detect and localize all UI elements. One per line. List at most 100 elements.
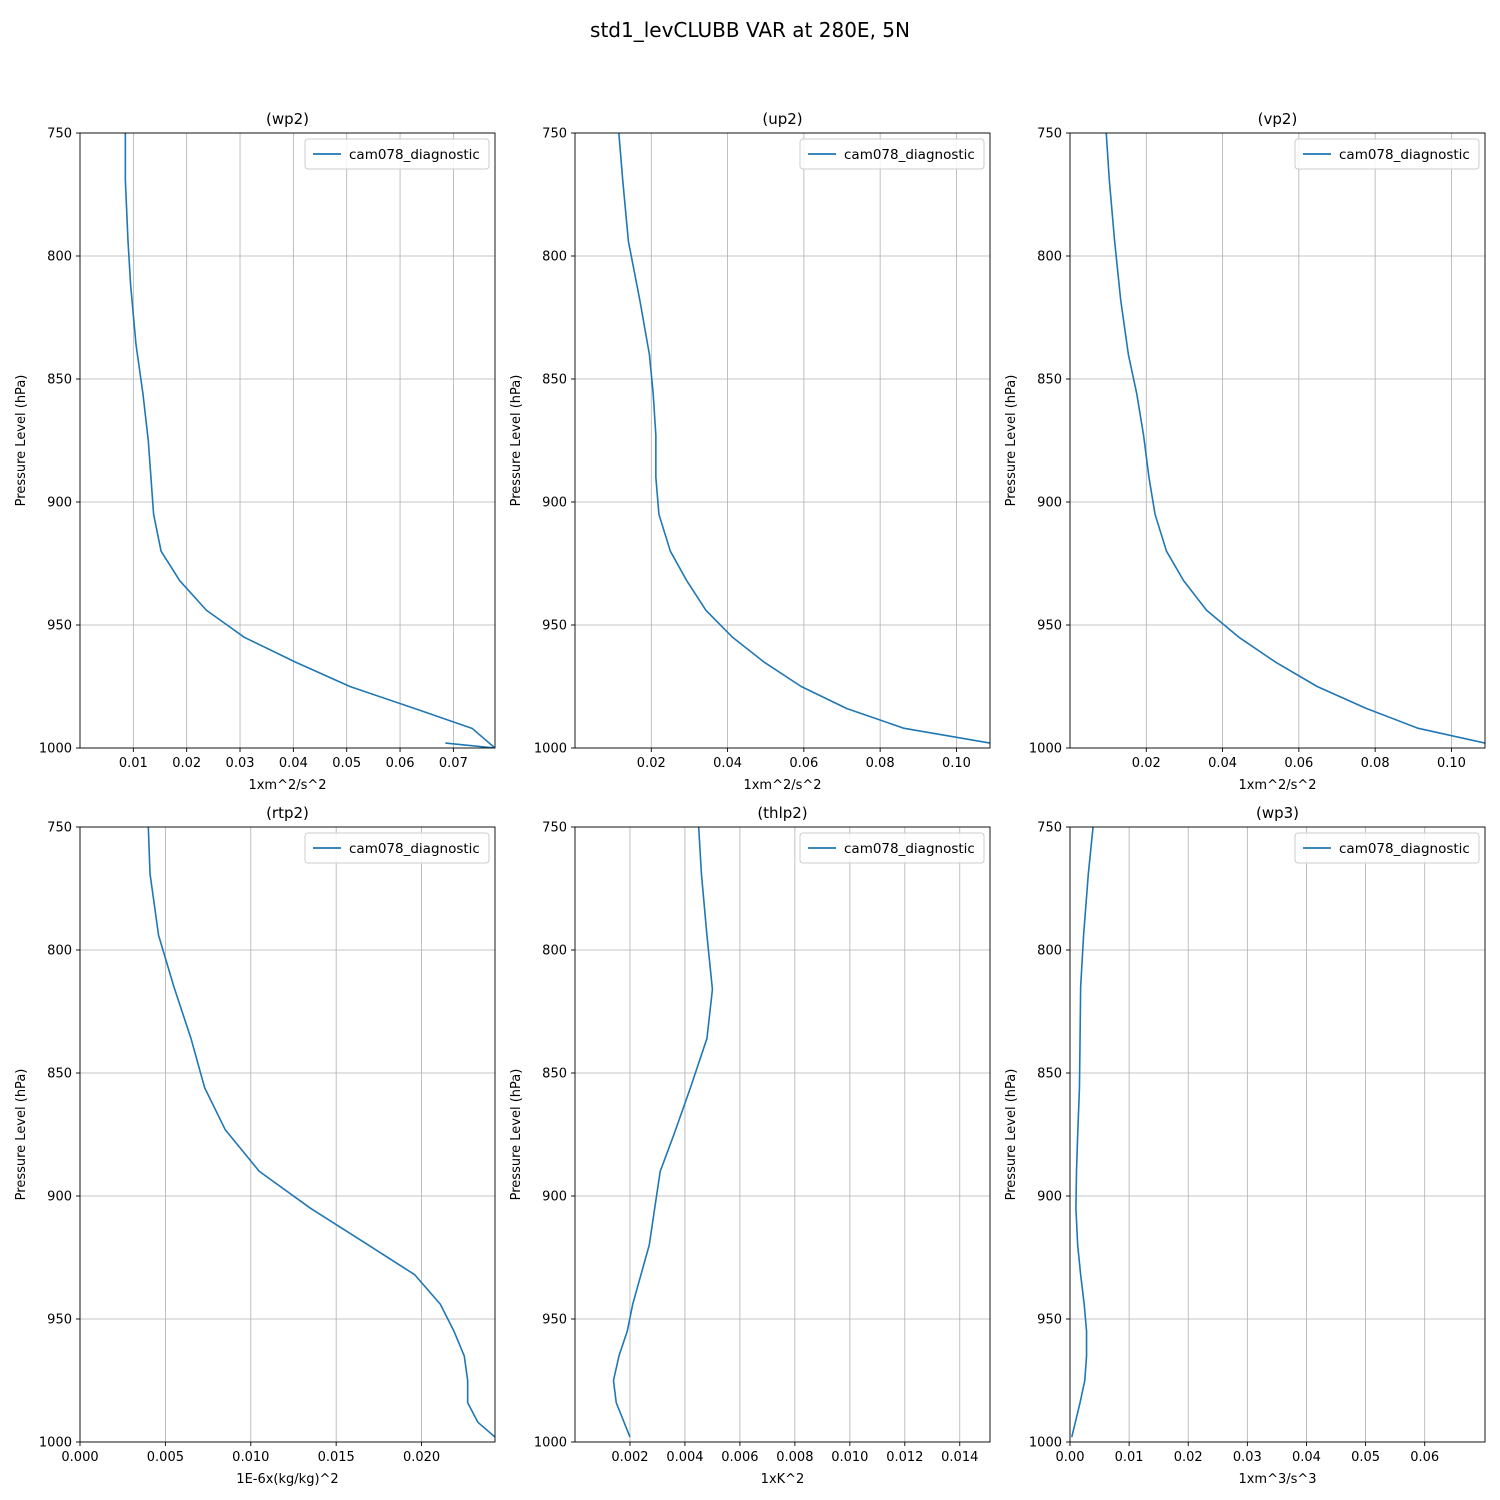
y-tick-label: 950 [542,619,567,634]
y-axis-label: Pressure Level (hPa) [509,1069,524,1201]
x-tick-label: 0.00 [1056,1450,1085,1465]
y-tick-label: 850 [542,1067,567,1082]
y-tick-label: 800 [1037,250,1062,265]
x-tick-label: 0.03 [226,756,255,771]
y-tick-label: 1000 [1029,1436,1062,1451]
legend-entry-label: cam078_diagnostic [1339,841,1470,857]
panel-title: (thlp2) [757,804,807,822]
y-tick-label: 800 [542,944,567,959]
x-axis-label: 1xm^3/s^3 [1238,1472,1316,1487]
y-tick-label: 950 [47,619,72,634]
x-tick-label: 0.06 [386,756,415,771]
x-tick-label: 0.08 [866,756,895,771]
y-tick-label: 1000 [39,1436,72,1451]
legend-entry-label: cam078_diagnostic [844,147,975,163]
x-tick-label: 0.006 [721,1450,758,1465]
y-tick-label: 750 [47,821,72,836]
legend: cam078_diagnostic [1294,138,1480,170]
legend: cam078_diagnostic [799,832,985,864]
y-tick-label: 800 [1037,944,1062,959]
y-tick-label: 750 [1037,821,1062,836]
x-axis-label: 1xm^2/s^2 [743,778,821,793]
y-tick-label: 1000 [534,742,567,757]
x-tick-label: 0.03 [1233,1450,1262,1465]
x-tick-label: 0.06 [1284,756,1313,771]
chart-panel-3: 0.02 0.04 0.06 0.08 0.10 750 800 850 900 950 1000 (… [1004,110,1486,793]
y-tick-label: 750 [47,127,72,142]
y-axis-label: Pressure Level (hPa) [509,375,524,507]
y-tick-label: 900 [47,1190,72,1205]
legend: cam078_diagnostic [304,832,490,864]
y-tick-label: 850 [47,373,72,388]
y-axis-label: Pressure Level (hPa) [1004,375,1019,507]
chart-panel-1: 0.01 0.02 0.03 0.04 0.05 0.06 0.07 750 800 850 900… [14,110,496,793]
x-tick-label: 0.10 [1437,756,1466,771]
x-tick-label: 0.10 [942,756,971,771]
x-tick-label: 0.06 [1410,1450,1439,1465]
y-tick-label: 800 [47,250,72,265]
y-tick-label: 850 [47,1067,72,1082]
legend-entry-label: cam078_diagnostic [844,841,975,857]
panel-title: (rtp2) [266,804,309,822]
legend-box [304,138,490,170]
panel-grid: 0.01 0.02 0.03 0.04 0.05 0.06 0.07 750 800 850 900… [14,110,1486,1487]
x-tick-label: 0.01 [1115,1450,1144,1465]
y-tick-label: 950 [47,1313,72,1328]
x-tick-label: 0.06 [789,756,818,771]
series-line-cam078_diagnostic [618,133,990,744]
x-tick-label: 0.04 [1208,756,1237,771]
series-line-cam078_diagnostic [1105,133,1485,744]
x-tick-label: 0.04 [279,756,308,771]
axes-frame [79,132,496,749]
y-tick-label: 850 [1037,1067,1062,1082]
x-tick-label: 0.05 [1351,1450,1380,1465]
x-tick-label: 0.08 [1361,756,1390,771]
chart-panel-4: 0.000 0.005 0.010 0.015 0.020 750 800 850 900 950… [14,804,496,1487]
y-tick-label: 900 [542,1190,567,1205]
x-tick-label: 0.014 [941,1450,978,1465]
x-tick-label: 0.020 [403,1450,440,1465]
axes-frame [1069,826,1486,1443]
legend: cam078_diagnostic [304,138,490,170]
x-tick-label: 0.004 [666,1450,703,1465]
figure-title: std1_levCLUBB VAR at 280E, 5N [590,18,910,42]
y-axis-label: Pressure Level (hPa) [1004,1069,1019,1201]
y-tick-label: 750 [542,821,567,836]
x-tick-label: 0.02 [172,756,201,771]
panel-title: (wp3) [1256,804,1299,822]
y-tick-label: 850 [542,373,567,388]
y-tick-label: 1000 [39,742,72,757]
x-tick-label: 0.010 [831,1450,868,1465]
legend-box [799,832,985,864]
x-tick-label: 0.005 [147,1450,184,1465]
y-axis-label: Pressure Level (hPa) [14,1069,29,1201]
series-line-cam078_diagnostic [147,827,495,1438]
y-tick-label: 1000 [1029,742,1062,757]
legend-entry-label: cam078_diagnostic [1339,147,1470,163]
y-axis-label: Pressure Level (hPa) [14,375,29,507]
legend: cam078_diagnostic [1294,832,1480,864]
y-tick-label: 950 [1037,619,1062,634]
chart-panel-6: 0.00 0.01 0.02 0.03 0.04 0.05 0.06 750 800 850 900… [1004,804,1486,1487]
y-tick-label: 1000 [534,1436,567,1451]
series-line-cam078_diagnostic [612,827,714,1438]
y-tick-label: 900 [1037,1190,1062,1205]
y-tick-label: 850 [1037,373,1062,388]
x-tick-label: 0.015 [318,1450,355,1465]
legend-box [1294,832,1480,864]
legend-entry-label: cam078_diagnostic [349,147,480,163]
x-tick-label: 0.02 [637,756,666,771]
chart-panel-5: 0.002 0.004 0.006 0.008 0.010 0.012 0.014 750 80… [509,804,991,1487]
x-tick-label: 0.04 [1292,1450,1321,1465]
legend-box [1294,138,1480,170]
y-tick-label: 750 [542,127,567,142]
y-tick-label: 800 [542,250,567,265]
y-tick-label: 800 [47,944,72,959]
x-tick-label: 0.010 [232,1450,269,1465]
axes-frame [574,826,991,1443]
x-tick-label: 0.07 [439,756,468,771]
x-tick-label: 0.012 [886,1450,923,1465]
series-line-cam078_diagnostic [124,133,495,748]
x-tick-label: 0.002 [611,1450,648,1465]
